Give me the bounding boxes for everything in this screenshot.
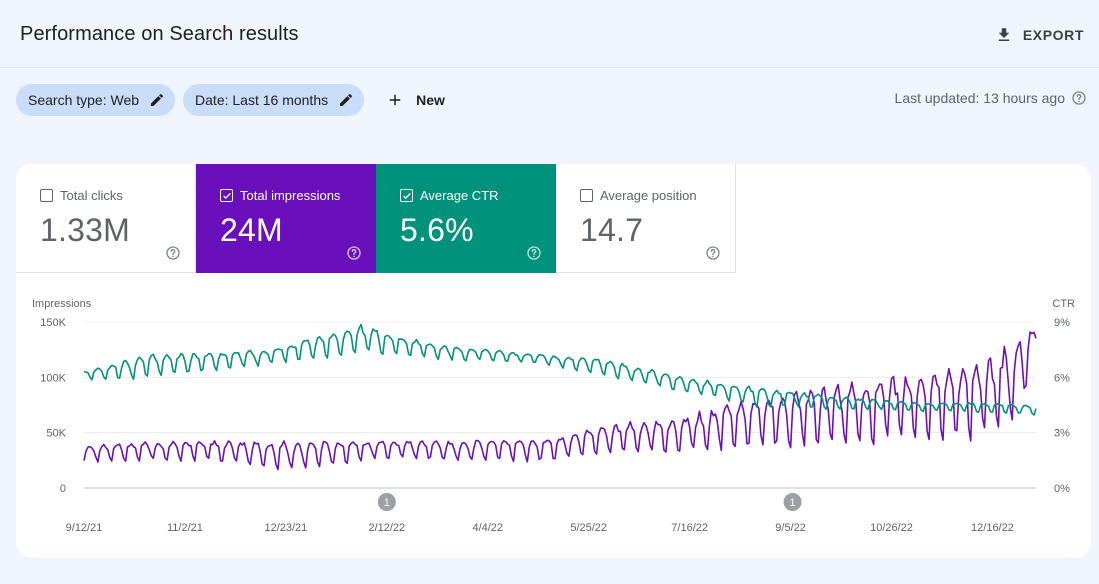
help-circle-icon[interactable]	[1071, 90, 1087, 106]
filter-bar: Search type: Web Date: Last 16 months Ne…	[16, 84, 455, 116]
metric-average-ctr[interactable]: Average CTR 5.6%	[376, 164, 556, 273]
search-type-label: Search type: Web	[28, 92, 140, 108]
y-left-tick-label: 50K	[46, 428, 66, 440]
performance-card: Total clicks 1.33M Total impressions 24M	[16, 164, 1091, 558]
y-left-tick-label: 150K	[40, 317, 66, 329]
metric-total-impressions[interactable]: Total impressions 24M	[196, 164, 376, 273]
checkbox-unchecked[interactable]	[580, 189, 593, 202]
y-right-tick-label: 6%	[1054, 372, 1070, 384]
export-button[interactable]: EXPORT	[995, 22, 1084, 48]
last-updated: Last updated: 13 hours ago	[895, 90, 1087, 106]
metric-value: 1.33M	[40, 212, 130, 248]
pencil-icon	[151, 93, 164, 106]
annotation-badge-label: 1	[789, 497, 795, 509]
new-filter-label: New	[416, 92, 445, 108]
x-tick-label: 2/12/22	[368, 522, 405, 534]
ctr-series-line	[83, 323, 1037, 416]
x-tick-label: 11/2/21	[167, 522, 203, 534]
annotation-badge-icon	[377, 493, 396, 511]
plus-icon	[389, 94, 401, 106]
metric-average-position[interactable]: Average position 14.7	[556, 164, 736, 273]
x-tick-label: 4/4/22	[472, 522, 503, 534]
right-axis-title: CTR	[1052, 298, 1075, 310]
y-right-tick-label: 3%	[1054, 428, 1070, 440]
y-right-tick-label: 9%	[1054, 317, 1070, 329]
performance-chart[interactable]: 0 0% 50K 3% 100K 6% 150K 9% 9/12/21 11/2/21 12/23/…	[16, 164, 1091, 558]
y-left-tick-label: 0	[60, 483, 66, 495]
metric-value: 5.6%	[400, 212, 474, 248]
page-header: Performance on Search results EXPORT	[0, 0, 1099, 68]
export-label: EXPORT	[1022, 27, 1084, 43]
pencil-icon	[340, 93, 353, 106]
annotation-badge-icon	[783, 493, 802, 511]
metric-label: Total clicks	[60, 188, 123, 203]
impressions-series-line	[83, 331, 1037, 471]
annotation-badge-label: 1	[384, 497, 390, 509]
x-tick-label: 9/5/22	[775, 522, 806, 534]
help-circle-icon[interactable]	[346, 245, 362, 261]
metric-value: 24M	[220, 212, 283, 248]
checkbox-unchecked[interactable]	[40, 189, 53, 202]
date-chip[interactable]: Date: Last 16 months	[183, 84, 365, 116]
help-circle-icon[interactable]	[705, 245, 721, 261]
check-icon	[402, 192, 411, 199]
help-circle-icon[interactable]	[165, 245, 181, 261]
y-left-tick-label: 100K	[40, 372, 66, 384]
left-axis-title: Impressions	[32, 298, 92, 310]
metric-value: 14.7	[580, 212, 644, 248]
help-circle-icon[interactable]	[526, 245, 542, 261]
download-icon	[998, 28, 1010, 41]
metric-label: Total impressions	[240, 188, 341, 203]
x-tick-label: 7/16/22	[671, 522, 708, 534]
x-tick-label: 5/25/22	[570, 522, 607, 534]
x-tick-label: 10/26/22	[870, 522, 913, 534]
last-updated-text: Last updated: 13 hours ago	[894, 90, 1065, 106]
check-icon	[222, 192, 231, 199]
new-filter-button[interactable]: New	[372, 84, 455, 116]
date-label: Date: Last 16 months	[195, 92, 329, 108]
metric-label: Average CTR	[420, 188, 499, 203]
metric-label: Average position	[600, 188, 697, 203]
checkbox-checked[interactable]	[400, 189, 413, 202]
page-title: Performance on Search results	[20, 23, 299, 45]
x-tick-label: 9/12/21	[66, 522, 103, 534]
metric-total-clicks[interactable]: Total clicks 1.33M	[16, 164, 196, 273]
checkbox-checked[interactable]	[220, 189, 233, 202]
x-tick-label: 12/23/21	[264, 522, 307, 534]
x-tick-label: 12/16/22	[971, 522, 1014, 534]
y-right-tick-label: 0%	[1054, 483, 1070, 495]
search-type-chip[interactable]: Search type: Web	[16, 84, 176, 116]
